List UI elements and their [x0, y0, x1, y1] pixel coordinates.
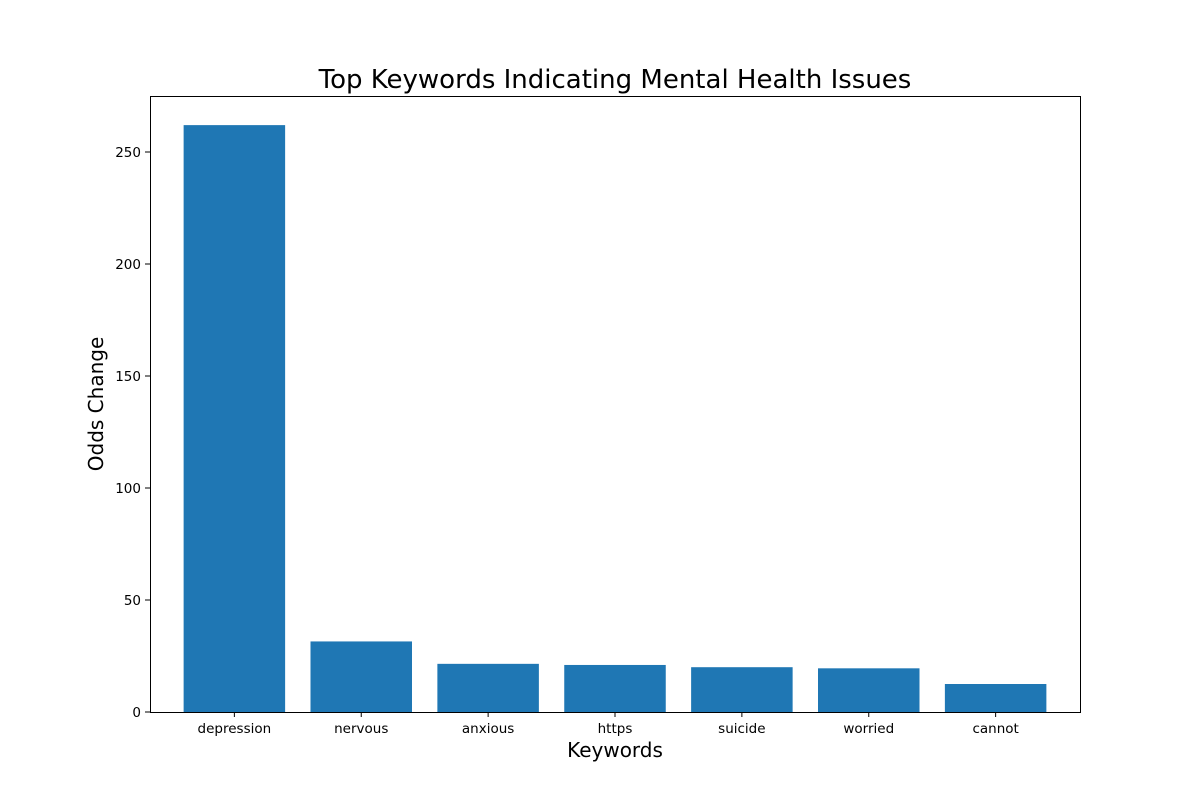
y-tick-label: 250 [115, 145, 141, 161]
y-axis-label: Odds Change [84, 337, 108, 471]
y-tick-label: 0 [132, 705, 141, 721]
y-tick-label: 200 [115, 257, 141, 273]
y-tick-label: 150 [115, 369, 141, 385]
x-tick-label: worried [843, 721, 894, 737]
bar-depression [183, 125, 286, 713]
chart-title: Top Keywords Indicating Mental Health Is… [318, 65, 912, 95]
x-tick-label: cannot [972, 721, 1018, 737]
x-axis-label: Keywords [567, 738, 663, 762]
y-axis-ticks: 0 50 100 150 200 250 [115, 145, 150, 721]
x-axis-ticks: depression nervous anxious https suicide worr… [198, 712, 1019, 737]
x-tick-label: https [598, 721, 633, 737]
bar-cannot [944, 684, 1047, 712]
bar-https [564, 664, 666, 712]
x-tick-label: nervous [334, 721, 388, 737]
x-tick-label: suicide [718, 721, 765, 737]
y-tick-label: 100 [115, 481, 141, 497]
x-tick-label: depression [198, 721, 272, 737]
bars-group [183, 125, 1047, 713]
bar-worried [818, 668, 920, 712]
x-tick-label: anxious [462, 721, 514, 737]
y-tick-label: 50 [124, 593, 141, 609]
bar-nervous [310, 641, 412, 712]
bar-suicide [691, 667, 793, 712]
plot-frame [150, 96, 1081, 713]
bar-anxious [437, 663, 539, 712]
